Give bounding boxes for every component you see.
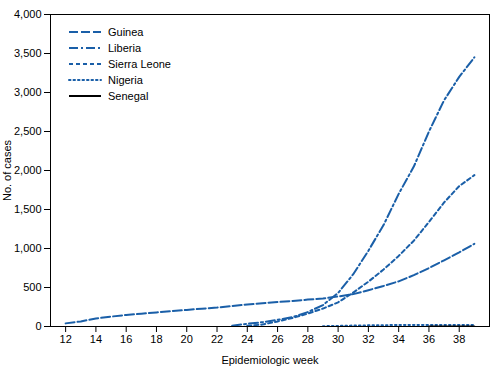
svg-text:12: 12 bbox=[60, 333, 72, 345]
svg-text:36: 36 bbox=[423, 333, 435, 345]
html-text:Liberia: Liberia bbox=[108, 42, 141, 54]
svg-text:500: 500 bbox=[23, 281, 41, 293]
svg-text:Epidemiologic week: Epidemiologic week bbox=[221, 354, 319, 366]
html-text:Nigeria: Nigeria bbox=[108, 74, 143, 86]
svg-text:3,500: 3,500 bbox=[14, 47, 42, 59]
svg-text:22: 22 bbox=[211, 333, 223, 345]
svg-text:30: 30 bbox=[332, 333, 344, 345]
svg-text:1,000: 1,000 bbox=[14, 242, 42, 254]
svg-text:32: 32 bbox=[362, 333, 374, 345]
svg-text:26: 26 bbox=[271, 333, 283, 345]
svg-text:1,500: 1,500 bbox=[14, 203, 42, 215]
svg-text:4,000: 4,000 bbox=[14, 8, 42, 20]
svg-text:16: 16 bbox=[120, 333, 132, 345]
svg-text:3,000: 3,000 bbox=[14, 86, 42, 98]
svg-text:0: 0 bbox=[35, 320, 41, 332]
html-text:Sierra Leone: Sierra Leone bbox=[108, 58, 171, 70]
svg-text:18: 18 bbox=[150, 333, 162, 345]
svg-text:28: 28 bbox=[302, 333, 314, 345]
svg-text:24: 24 bbox=[241, 333, 253, 345]
html-text:Guinea: Guinea bbox=[108, 26, 144, 38]
svg-text:34: 34 bbox=[393, 333, 405, 345]
svg-text:2,500: 2,500 bbox=[14, 125, 42, 137]
html-text:Senegal: Senegal bbox=[108, 90, 149, 102]
svg-text:14: 14 bbox=[90, 333, 102, 345]
svg-text:No. of cases: No. of cases bbox=[1, 139, 13, 201]
svg-text:20: 20 bbox=[181, 333, 193, 345]
svg-text:38: 38 bbox=[453, 333, 465, 345]
svg-text:2,000: 2,000 bbox=[14, 164, 42, 176]
